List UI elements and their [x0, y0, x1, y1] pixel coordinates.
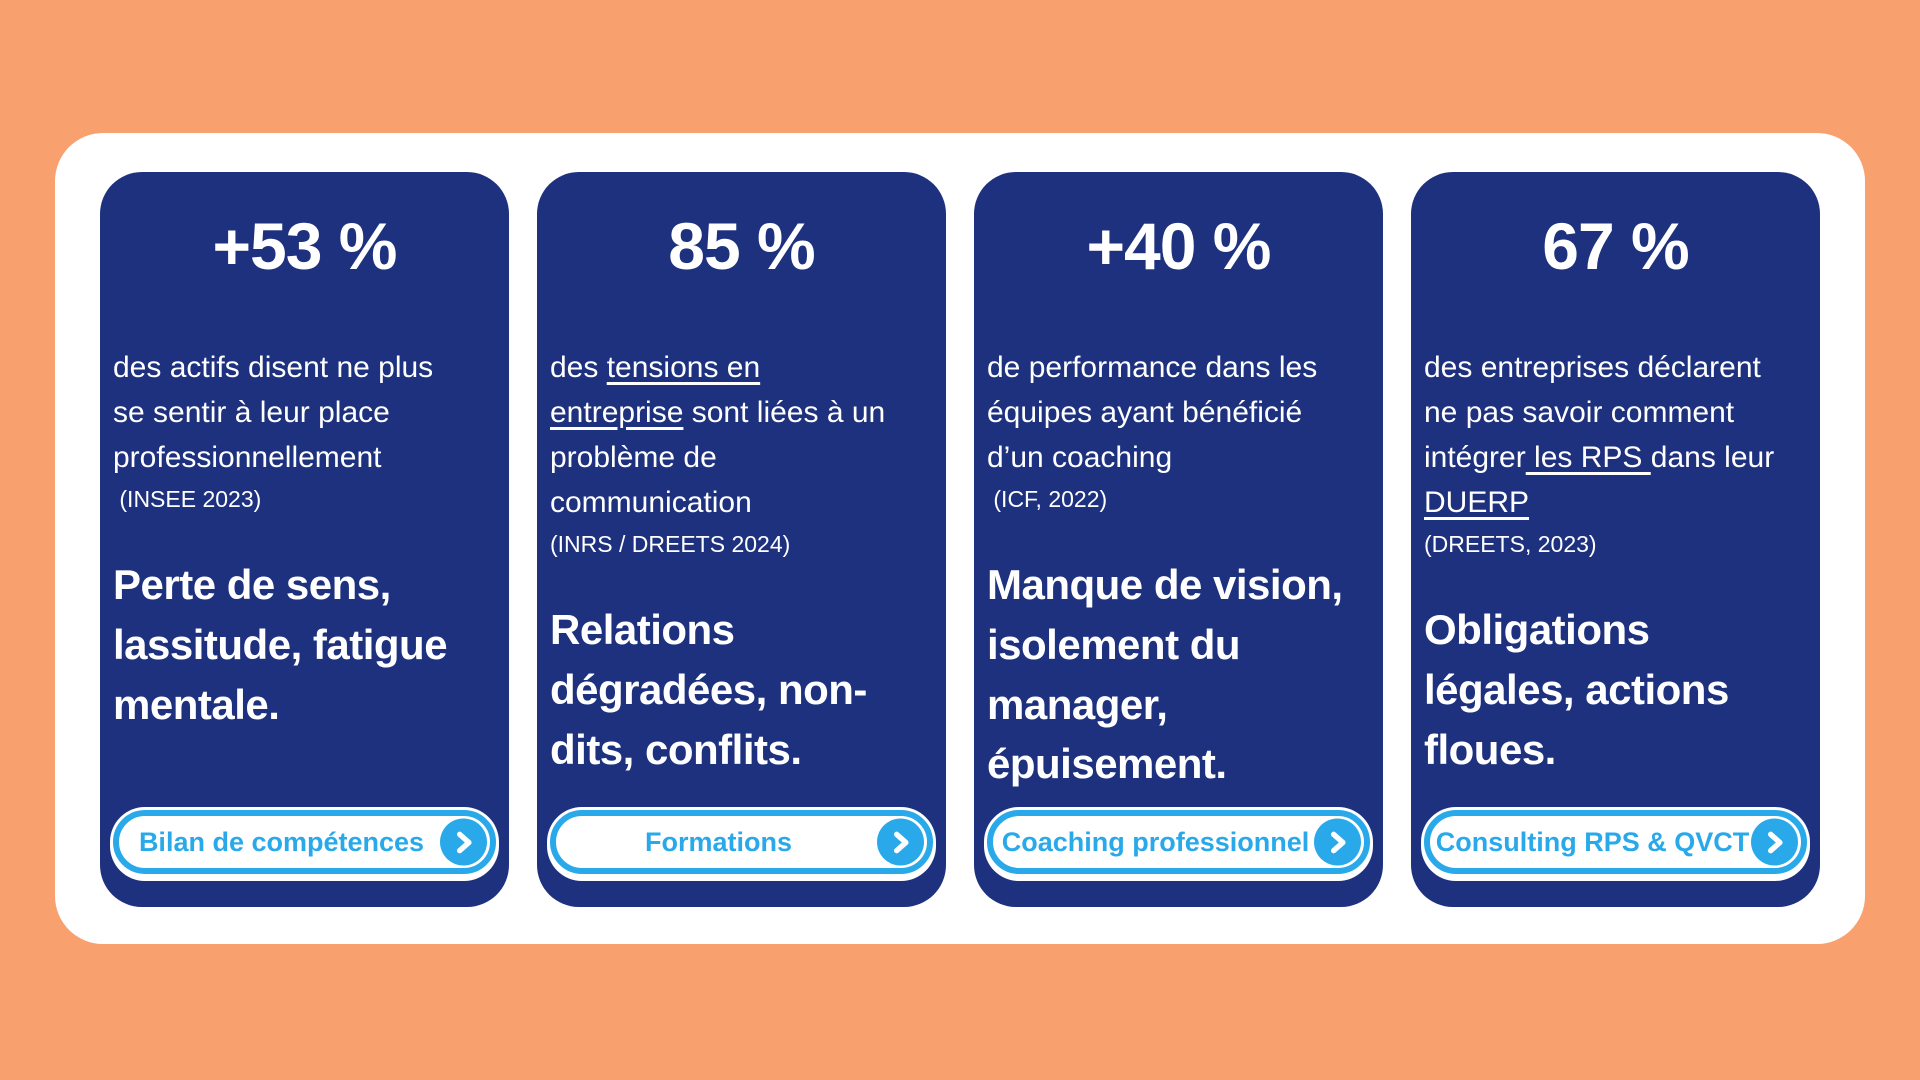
stat-description: des entreprises déclarent ne pas savoir … — [1424, 351, 1775, 520]
stat-statement: Perte de sens, lassitude, fatigue mental… — [113, 561, 448, 728]
stat-value: +53 % — [212, 209, 398, 283]
stat-card-formations: 85 % des tensions en entreprise sont lié… — [537, 172, 946, 907]
stat-card-consulting: 67 % des entreprises déclarent ne pas sa… — [1411, 172, 1820, 907]
cta-label: Consulting RPS & QVCT — [1435, 826, 1750, 857]
cta-label: Formations — [644, 826, 792, 857]
chevron-right-icon — [1314, 818, 1361, 866]
stat-cards-row: +53 % des actifs disent ne plus se senti… — [100, 172, 1820, 907]
chevron-right-icon — [1751, 818, 1798, 866]
stat-value: 67 % — [1542, 209, 1689, 283]
stat-source: (DREETS, 2023) — [1424, 531, 1597, 558]
stat-statement: Manque de vision, isolement du manager, … — [987, 561, 1343, 788]
chevron-right-icon — [440, 818, 487, 866]
cta-label: Bilan de compétences — [138, 826, 425, 857]
stats-panel: +53 % des actifs disent ne plus se senti… — [55, 133, 1865, 944]
stat-description: de performance dans les équipes ayant bé… — [987, 351, 1318, 475]
stat-card-bilan: +53 % des actifs disent ne plus se senti… — [100, 172, 509, 907]
cta-button-coaching-professionnel[interactable]: Coaching professionnel — [987, 810, 1370, 874]
stat-statement: Relations dégradées, non- dits, conflits… — [550, 606, 867, 773]
stat-description: des tensions en entreprise sont liées à … — [550, 351, 886, 520]
cta-button-consulting-rps-qvct[interactable]: Consulting RPS & QVCT — [1424, 810, 1807, 874]
stat-statement: Obligations légales, actions floues. — [1424, 606, 1729, 773]
stat-source: (INRS / DREETS 2024) — [550, 531, 791, 558]
stat-card-coaching: +40 % de performance dans les équipes ay… — [974, 172, 1383, 907]
stat-source: (ICF, 2022) — [987, 486, 1108, 513]
stat-value: +40 % — [1086, 209, 1272, 283]
cta-button-formations[interactable]: Formations — [550, 810, 933, 874]
stat-value: 85 % — [668, 209, 815, 283]
stat-description: des actifs disent ne plus se sentir à le… — [113, 351, 434, 475]
chevron-right-icon — [877, 818, 924, 866]
stat-source: (INSEE 2023) — [113, 486, 262, 513]
cta-label: Coaching professionnel — [1001, 826, 1310, 857]
cta-button-bilan-de-competences[interactable]: Bilan de compétences — [113, 810, 496, 874]
